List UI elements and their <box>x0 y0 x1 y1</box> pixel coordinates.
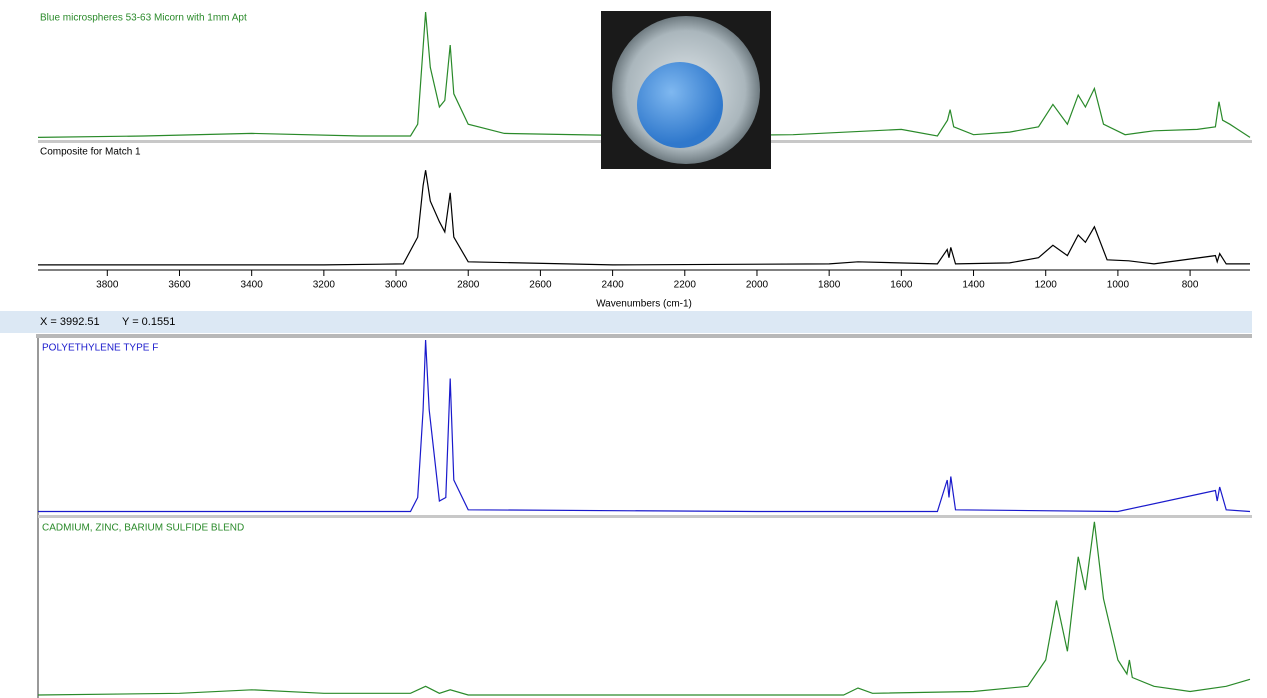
x-axis-label: Wavenumbers (cm-1) <box>596 299 692 310</box>
x-readout: X = 3992.51 <box>40 316 100 328</box>
x-tick-label: 3400 <box>241 280 264 291</box>
x-tick-label: 3000 <box>385 280 408 291</box>
x-tick-label: 1800 <box>818 280 841 291</box>
x-tick-label: 2400 <box>601 280 624 291</box>
x-tick-label: 1200 <box>1035 280 1058 291</box>
x-tick-label: 1000 <box>1107 280 1130 291</box>
panel-divider <box>38 515 1252 518</box>
panel-title: CADMIUM, ZINC, BARIUM SULFIDE BLEND <box>42 523 244 534</box>
x-tick-label: 2000 <box>746 280 769 291</box>
x-tick-label: 2200 <box>674 280 697 291</box>
x-tick-label: 2800 <box>457 280 480 291</box>
window-frame <box>36 334 1252 338</box>
x-tick-label: 3200 <box>313 280 336 291</box>
x-tick-label: 3800 <box>96 280 119 291</box>
ftir-window: X = 3992.51 Y = 0.1551 Blue microspheres… <box>0 0 1267 698</box>
panel-title: Composite for Match 1 <box>40 147 141 158</box>
x-tick-label: 800 <box>1182 280 1199 291</box>
status-bar <box>0 311 1252 333</box>
panel-title: POLYETHYLENE TYPE F <box>42 343 158 354</box>
x-tick-label: 1600 <box>890 280 913 291</box>
x-tick-label: 2600 <box>529 280 552 291</box>
y-readout: Y = 0.1551 <box>122 316 175 328</box>
x-tick-label: 1400 <box>962 280 985 291</box>
panel-title: Blue microspheres 53-63 Micorn with 1mm … <box>40 13 247 24</box>
sample-image <box>601 11 771 169</box>
x-tick-label: 3600 <box>168 280 191 291</box>
